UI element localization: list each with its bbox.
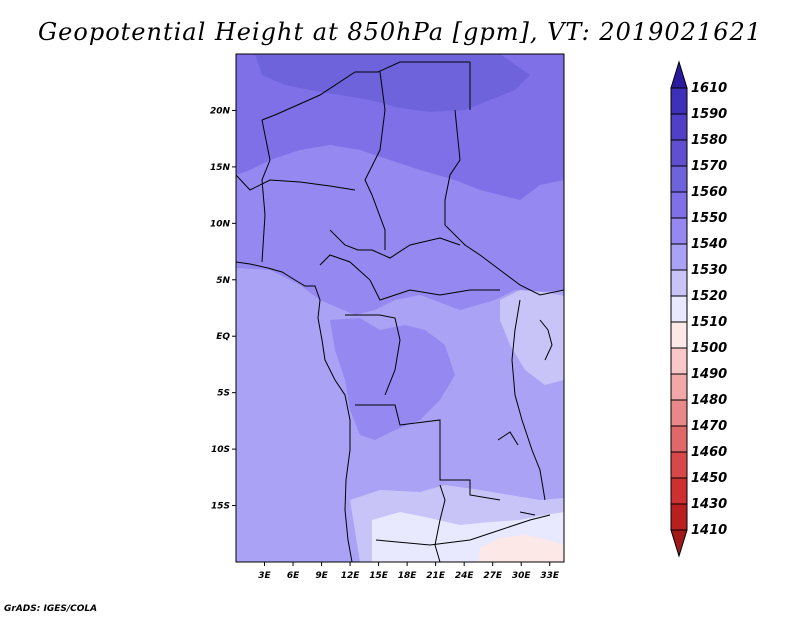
colorbar-label: 1570 (691, 159, 727, 174)
west-african-coastline (236, 261, 353, 562)
lon-tick-label: 27E (483, 571, 503, 581)
coastlines-and-borders (236, 61, 564, 562)
colorbar-box (670, 451, 688, 479)
lon-tick-label: 12E (341, 571, 361, 581)
colorbar-label: 1580 (691, 133, 727, 148)
colorbar-label: 1450 (691, 471, 727, 486)
colorbar-label: 1410 (691, 523, 727, 538)
lon-tick-label: 18E (398, 571, 418, 581)
colorbar-box (670, 269, 688, 297)
map-frame (235, 53, 565, 563)
lat-tick-label: 10N (210, 219, 231, 229)
lon-tick-label: 21E (426, 571, 446, 581)
colorbar-box (670, 425, 688, 453)
field-1560 (255, 54, 530, 112)
colorbar-label: 1590 (691, 107, 727, 122)
colorbar-box (670, 87, 688, 115)
colorbar-box (670, 217, 688, 245)
northern-border-lines (261, 61, 471, 250)
lat-tick-label: 5N (216, 276, 230, 286)
lat-tick-label: 5S (217, 389, 230, 399)
colorbar-label: 1520 (691, 289, 727, 304)
colorbar-label: 1510 (691, 315, 727, 330)
lon-tick-label: 9E (315, 571, 328, 581)
colorbar-label: 1490 (691, 367, 727, 382)
colorbar-box (670, 347, 688, 375)
colorbar-box (670, 243, 688, 271)
colorbar-bottom-arrow (670, 529, 688, 558)
lon-tick-label: 30E (512, 571, 532, 581)
colorbar: 1610 1590 1580 1570 1560 1550 1540 1530 1520 1510… (670, 60, 727, 558)
lat-tick-label: 15S (211, 502, 230, 512)
field-1500 (478, 535, 564, 562)
lon-tick-label: 24E (455, 571, 475, 581)
field-1540-congo (330, 318, 455, 440)
credit-text: GrADS: IGES/COLA (4, 604, 98, 614)
colorbar-box (670, 191, 688, 219)
colorbar-label: 1530 (691, 263, 727, 278)
colorbar-box (670, 399, 688, 427)
lat-tick-label: 10S (211, 445, 230, 455)
colorbar-box (670, 165, 688, 193)
colorbar-label: 1550 (691, 211, 727, 226)
latitude-axis: 20N 15N 10N 5N EQ 5S 10S 15S (210, 106, 236, 512)
colorbar-label: 1540 (691, 237, 727, 252)
central-african-borders (319, 229, 501, 562)
lon-tick-label: 33E (540, 571, 560, 581)
colorbar-label: 1430 (691, 497, 727, 512)
colorbar-label: 1610 (691, 81, 727, 96)
southern-borders (375, 511, 551, 546)
colorbar-box (670, 113, 688, 141)
colorbar-top-arrow (670, 60, 688, 89)
lat-tick-label: EQ (216, 332, 230, 342)
lat-tick-label: 15N (210, 163, 231, 173)
colorbar-label: 1560 (691, 185, 727, 200)
colorbar-box (670, 373, 688, 401)
field-1520-east (500, 290, 564, 385)
lon-tick-label: 15E (369, 571, 389, 581)
colorbar-box (670, 139, 688, 167)
shaded-field (236, 54, 564, 562)
colorbar-box (670, 503, 688, 531)
lon-tick-label: 6E (287, 571, 300, 581)
sahel-border-lines (236, 109, 564, 296)
great-lakes-region (497, 299, 553, 501)
colorbar-box (670, 321, 688, 349)
colorbar-label: 1500 (691, 341, 727, 356)
colorbar-box (670, 295, 688, 323)
colorbar-label: 1460 (691, 445, 727, 460)
colorbar-box (670, 477, 688, 505)
longitude-axis: 3E 6E 9E 12E 15E 18E 21E 24E 27E 30E 33E (258, 562, 560, 581)
chart-title: Geopotential Height at 850hPa [gpm], VT:… (38, 18, 762, 46)
lon-tick-label: 3E (258, 571, 271, 581)
colorbar-label: 1480 (691, 393, 727, 408)
colorbar-label: 1470 (691, 419, 727, 434)
lat-tick-label: 20N (210, 106, 231, 116)
